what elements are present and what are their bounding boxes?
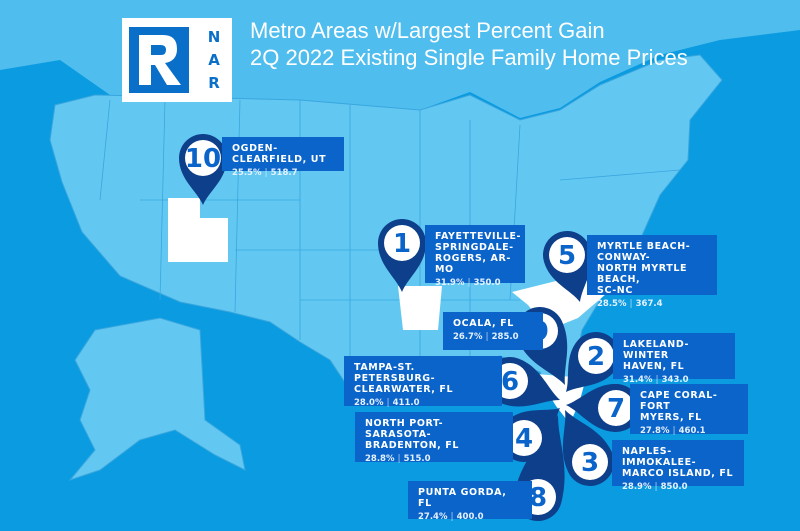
- pin-rank: 3: [581, 448, 599, 478]
- pct-gain: 28.9%: [622, 482, 652, 492]
- map-pin-4: 4: [500, 408, 560, 462]
- pct-gain: 27.8%: [640, 426, 670, 436]
- metro-name: OCALA, FL: [453, 318, 514, 329]
- stat-separator: |: [629, 299, 633, 309]
- metro-label-4: NORTH PORT-SARASOTA- BRADENTON, FL 28.8%…: [355, 412, 513, 465]
- pin-circle: [185, 140, 221, 176]
- pin-circle: [598, 390, 634, 426]
- pct-gain: 31.9%: [435, 278, 465, 288]
- median-price: 515.0: [403, 454, 431, 464]
- metro-label-2: LAKELAND-WINTER HAVEN, FL 31.4% | 343.0: [613, 333, 735, 385]
- arkansas-highlight: [398, 286, 442, 330]
- pin-rank: 5: [558, 241, 576, 271]
- metro-label-6: TAMPA-ST. PETERSBURG- CLEARWATER, FL 28.…: [344, 356, 502, 409]
- pct-gain: 31.4%: [623, 375, 653, 385]
- realtor-r-logo: [129, 27, 189, 93]
- stat-separator: |: [655, 375, 659, 385]
- metro-stats: 26.7% | 285.0: [453, 331, 535, 343]
- metro-name: NORTH PORT-SARASOTA- BRADENTON, FL: [365, 418, 460, 451]
- pin-rank: 4: [515, 424, 533, 454]
- metro-name: CAPE CORAL-FORT MYERS, FL: [640, 390, 718, 423]
- pin-rank: 6: [501, 367, 519, 397]
- logo-letter: A: [208, 51, 220, 69]
- metro-name: LAKELAND-WINTER HAVEN, FL: [623, 339, 690, 372]
- median-price: 850.0: [660, 482, 688, 492]
- pct-gain: 25.5%: [232, 168, 262, 178]
- median-price: 343.0: [661, 375, 689, 385]
- metro-name: OGDEN-CLEARFIELD, UT: [232, 143, 327, 165]
- stat-separator: |: [264, 168, 268, 178]
- metro-name: NAPLES-IMMOKALEE- MARCO ISLAND, FL: [622, 446, 734, 479]
- pct-gain: 28.0%: [354, 398, 384, 408]
- stat-separator: |: [397, 454, 401, 464]
- map-pin-7: 7: [566, 384, 640, 432]
- map-pin-3: 3: [562, 410, 614, 486]
- map-pin-10: 10: [179, 134, 227, 205]
- nar-logo: N A R: [122, 18, 232, 102]
- metro-stats: 31.9% | 350.0: [435, 277, 517, 289]
- pct-gain: 26.7%: [453, 332, 483, 342]
- median-price: 367.4: [635, 299, 663, 309]
- alaska-land: [68, 317, 246, 482]
- median-price: 411.0: [392, 398, 420, 408]
- pin-circle: [506, 420, 542, 456]
- logo-letter: R: [208, 74, 220, 92]
- metro-name: PUNTA GORDA, FL: [418, 487, 507, 509]
- pin-rank: 1: [393, 229, 411, 259]
- metro-stats: 28.9% | 850.0: [622, 481, 736, 493]
- pin-rank: 10: [185, 144, 221, 174]
- stat-separator: |: [654, 482, 658, 492]
- median-price: 400.0: [456, 512, 484, 522]
- stat-separator: |: [386, 398, 390, 408]
- metro-name: FAYETTEVILLE- SPRINGDALE- ROGERS, AR-MO: [435, 231, 522, 275]
- title-line-2: 2Q 2022 Existing Single Family Home Pric…: [250, 45, 688, 70]
- stat-separator: |: [450, 512, 454, 522]
- nar-letters: N A R: [202, 26, 226, 95]
- metro-label-3: NAPLES-IMMOKALEE- MARCO ISLAND, FL 28.9%…: [612, 440, 744, 492]
- metro-stats: 25.5% | 518.7: [232, 167, 336, 179]
- stat-separator: |: [467, 278, 471, 288]
- metro-label-7: CAPE CORAL-FORT MYERS, FL 27.8% | 460.1: [630, 384, 748, 437]
- metro-stats: 28.5% | 367.4: [597, 298, 709, 310]
- pct-gain: 28.8%: [365, 454, 395, 464]
- pin-circle: [549, 237, 585, 273]
- page-title: Metro Areas w/Largest Percent Gain 2Q 20…: [250, 17, 688, 71]
- metro-label-1: FAYETTEVILLE- SPRINGDALE- ROGERS, AR-MO …: [425, 225, 525, 288]
- metro-stats: 28.0% | 411.0: [354, 397, 494, 409]
- metro-name: TAMPA-ST. PETERSBURG- CLEARWATER, FL: [354, 362, 454, 395]
- metro-label-10: OGDEN-CLEARFIELD, UT 25.5% | 518.7: [222, 137, 344, 178]
- median-price: 460.1: [678, 426, 706, 436]
- metro-stats: 27.4% | 400.0: [418, 511, 524, 523]
- metro-stats: 27.8% | 460.1: [640, 425, 740, 437]
- pin-circle: [572, 444, 608, 480]
- map-pin-5: 5: [543, 231, 592, 302]
- pct-gain: 28.5%: [597, 299, 627, 309]
- title-line-1: Metro Areas w/Largest Percent Gain: [250, 18, 605, 43]
- pin-rank: 2: [587, 342, 605, 372]
- pin-circle: [384, 225, 420, 261]
- pin-circle: [578, 338, 614, 374]
- metro-label-5: MYRTLE BEACH-CONWAY- NORTH MYRTLE BEACH,…: [587, 235, 717, 309]
- metro-name: MYRTLE BEACH-CONWAY- NORTH MYRTLE BEACH,…: [597, 241, 691, 296]
- stat-separator: |: [672, 426, 676, 436]
- metro-label-9: OCALA, FL 26.7% | 285.0: [443, 312, 543, 350]
- median-price: 285.0: [491, 332, 519, 342]
- utah-highlight: [168, 198, 228, 262]
- logo-letter: N: [207, 28, 221, 46]
- median-price: 518.7: [270, 168, 298, 178]
- map-pin-1: 1: [378, 219, 426, 292]
- metro-stats: 31.4% | 343.0: [623, 374, 727, 386]
- pct-gain: 27.4%: [418, 512, 448, 522]
- metro-label-8: PUNTA GORDA, FL 27.4% | 400.0: [408, 481, 532, 522]
- pin-rank: 7: [607, 394, 625, 424]
- stat-separator: |: [485, 332, 489, 342]
- metro-stats: 28.8% | 515.0: [365, 453, 505, 465]
- pin-rank: 8: [529, 483, 547, 513]
- map-pin-2: 2: [566, 332, 620, 392]
- median-price: 350.0: [473, 278, 501, 288]
